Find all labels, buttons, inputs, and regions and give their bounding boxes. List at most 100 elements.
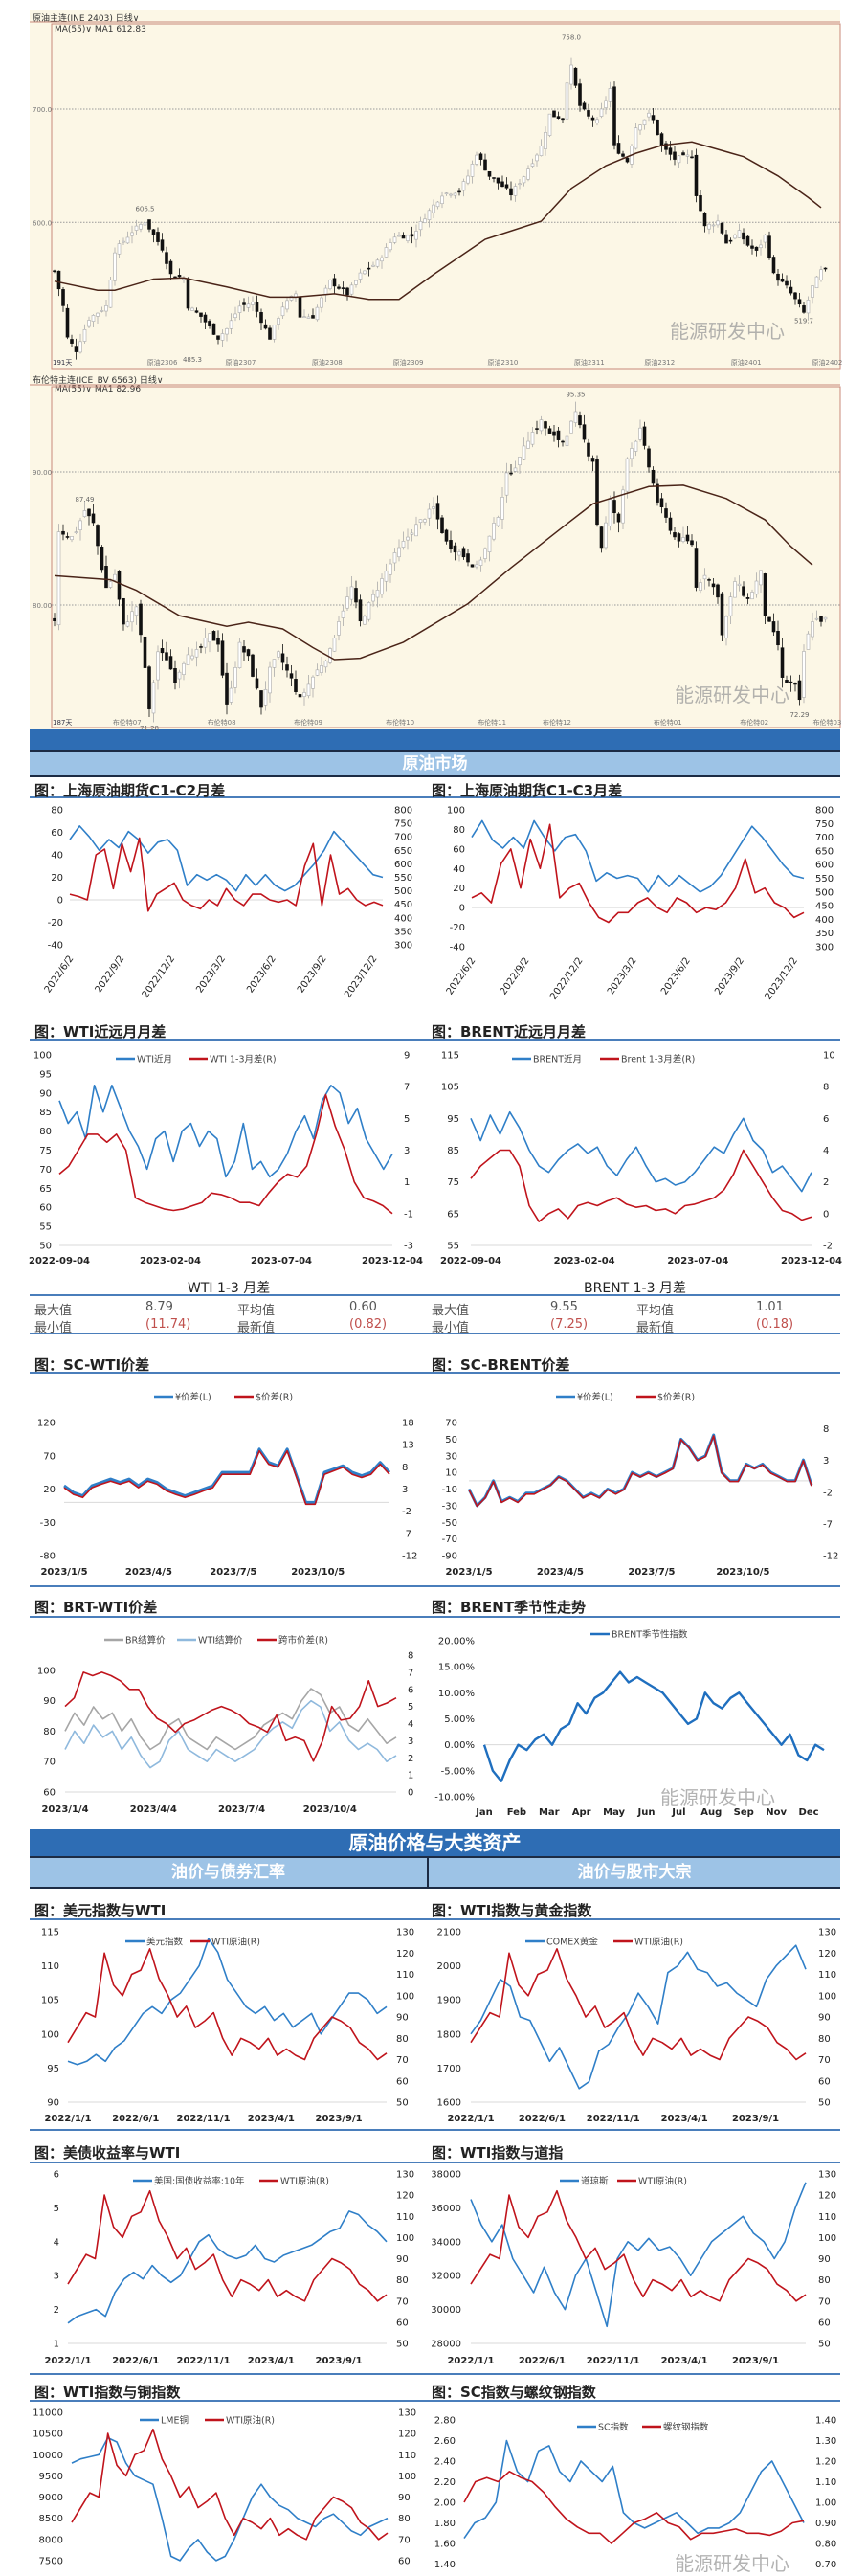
candle-up[interactable] [432, 204, 435, 213]
candle-up[interactable] [134, 606, 139, 616]
candle-up[interactable] [363, 616, 367, 625]
candle-up[interactable] [630, 448, 634, 459]
candle-up[interactable] [440, 195, 444, 204]
candle-down[interactable] [742, 586, 745, 596]
candle-up[interactable] [406, 536, 410, 541]
candle-up[interactable] [328, 648, 332, 663]
candle-up[interactable] [702, 574, 707, 580]
candle-down[interactable] [771, 257, 776, 274]
candle-up[interactable] [139, 224, 143, 230]
candle-up[interactable] [681, 537, 685, 542]
candle-down[interactable] [716, 584, 720, 598]
candle-up[interactable] [811, 285, 814, 298]
candle-up[interactable] [547, 113, 552, 136]
candle-up[interactable] [87, 320, 91, 327]
candle-up[interactable] [237, 305, 242, 313]
candle-down[interactable] [91, 513, 96, 524]
candle-down[interactable] [785, 280, 789, 286]
candle-down[interactable] [625, 157, 630, 163]
candle-down[interactable] [492, 177, 496, 179]
candle-up[interactable] [251, 302, 255, 305]
candle-down[interactable] [177, 275, 182, 278]
candle-up[interactable] [621, 489, 625, 524]
candle-up[interactable] [182, 662, 186, 675]
candle-up[interactable] [78, 341, 82, 353]
candle-up[interactable] [225, 328, 229, 335]
candle-down[interactable] [694, 548, 699, 588]
candle-down[interactable] [280, 653, 285, 663]
candle-down[interactable] [285, 664, 289, 671]
candle-down[interactable] [616, 143, 621, 154]
candle-down[interactable] [117, 570, 122, 600]
candle-up[interactable] [323, 661, 328, 668]
candle-down[interactable] [819, 616, 823, 622]
candle-down[interactable] [165, 652, 168, 661]
candle-up[interactable] [311, 676, 315, 689]
candle-down[interactable] [255, 678, 259, 689]
candle-down[interactable] [651, 469, 656, 484]
candle-down[interactable] [780, 278, 785, 282]
candle-down[interactable] [776, 273, 780, 281]
candle-up[interactable] [475, 154, 478, 165]
candle-down[interactable] [487, 171, 492, 177]
candle-up[interactable] [423, 519, 427, 523]
candle-up[interactable] [811, 621, 814, 638]
candle-up[interactable] [272, 325, 277, 340]
candle-up[interactable] [814, 617, 819, 620]
candle-down[interactable] [242, 646, 246, 653]
candle-down[interactable] [797, 299, 802, 305]
candle-down[interactable] [612, 500, 616, 514]
candle-down[interactable] [216, 335, 220, 340]
candle-up[interactable] [380, 257, 384, 262]
candle-down[interactable] [61, 530, 65, 535]
candle-down[interactable] [659, 133, 664, 146]
candle-down[interactable] [677, 533, 681, 542]
candle-up[interactable] [737, 230, 742, 238]
candle-down[interactable] [367, 267, 371, 270]
candle-down[interactable] [587, 442, 590, 457]
candle-up[interactable] [410, 532, 414, 535]
candle-up[interactable] [427, 210, 432, 220]
candle-up[interactable] [432, 506, 435, 509]
candle-down[interactable] [500, 181, 504, 188]
candle-down[interactable] [802, 305, 806, 313]
candle-up[interactable] [819, 269, 823, 280]
candle-down[interactable] [263, 324, 268, 329]
candle-down[interactable] [785, 680, 789, 683]
candle-up[interactable] [530, 163, 535, 167]
candle-up[interactable] [328, 280, 332, 289]
candle-up[interactable] [268, 666, 272, 694]
candle-down[interactable] [53, 617, 56, 621]
candle-up[interactable] [535, 154, 539, 162]
candle-down[interactable] [707, 579, 711, 581]
candle-up[interactable] [487, 535, 492, 552]
candle-up[interactable] [716, 220, 720, 226]
candle-down[interactable] [203, 314, 208, 323]
candle-down[interactable] [590, 458, 595, 462]
brent-ma-label[interactable]: MA(55)∨ MA1 82.96 [55, 385, 142, 394]
candle-up[interactable] [504, 472, 509, 496]
candle-up[interactable] [724, 616, 728, 639]
candle-up[interactable] [513, 467, 518, 472]
candle-up[interactable] [108, 581, 113, 588]
candle-up[interactable] [427, 508, 432, 519]
candle-down[interactable] [199, 646, 203, 648]
candle-down[interactable] [435, 503, 440, 520]
candle-down[interactable] [410, 234, 414, 237]
candle-down[interactable] [728, 239, 733, 242]
candle-up[interactable] [280, 306, 285, 317]
candle-up[interactable] [277, 651, 280, 658]
candle-down[interactable] [453, 545, 457, 553]
candle-down[interactable] [771, 621, 776, 633]
candle-up[interactable] [625, 458, 630, 492]
candle-down[interactable] [259, 690, 263, 708]
candle-down[interactable] [194, 310, 199, 313]
candle-up[interactable] [823, 616, 828, 620]
candle-down[interactable] [754, 246, 759, 251]
candle-up[interactable] [229, 320, 233, 329]
candle-down[interactable] [582, 424, 587, 440]
candle-up[interactable] [763, 235, 767, 243]
candle-down[interactable] [311, 315, 315, 319]
candle-up[interactable] [70, 536, 74, 541]
candle-up[interactable] [397, 547, 401, 558]
